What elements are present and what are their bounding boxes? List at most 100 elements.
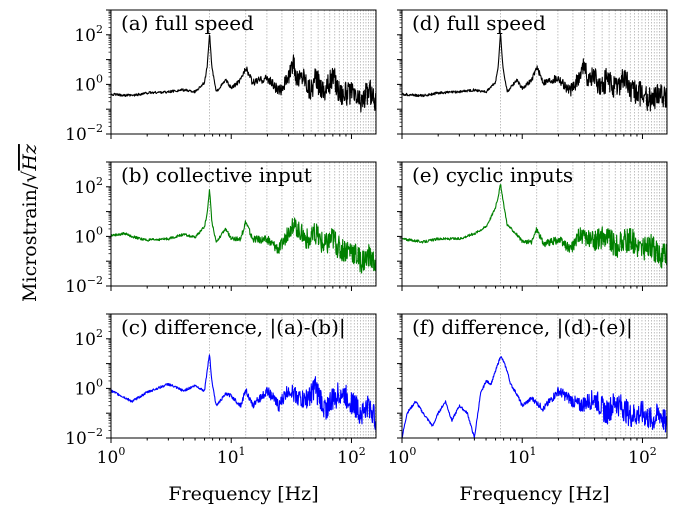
data-point <box>569 91 570 92</box>
data-point <box>216 91 217 92</box>
data-point <box>360 413 361 414</box>
data-point <box>516 393 517 394</box>
data-point <box>445 401 446 402</box>
axes-frame <box>401 161 668 287</box>
data-point <box>558 77 559 78</box>
data-point <box>168 91 169 92</box>
x-axis-label: Frequency [Hz] <box>168 483 318 505</box>
data-point <box>642 94 643 95</box>
x-tick-base: 10 <box>388 448 410 468</box>
data-point <box>225 393 226 394</box>
data-point <box>615 401 616 402</box>
data-point <box>324 89 325 90</box>
data-point <box>423 241 424 242</box>
data-point <box>543 408 544 409</box>
x-tick-exponent: 2 <box>650 445 657 458</box>
y-tick-label: 100 <box>74 72 103 95</box>
y-axis-label-radical: √ <box>19 170 41 183</box>
data-point <box>209 353 210 354</box>
data-point <box>531 241 532 242</box>
y-tick-exponent: −2 <box>87 274 103 287</box>
data-point <box>642 249 643 250</box>
data-point <box>207 213 208 214</box>
y-tick-exponent: 0 <box>96 376 103 389</box>
data-point <box>252 82 253 83</box>
data-point <box>360 101 361 102</box>
data-point <box>368 405 369 406</box>
data-point <box>651 420 652 421</box>
data-point <box>211 380 212 381</box>
data-point <box>659 89 660 90</box>
data-point <box>438 92 439 93</box>
data-point <box>183 89 184 90</box>
data-point <box>485 91 486 92</box>
data-point <box>495 82 496 83</box>
y-tick-base: 10 <box>65 277 87 297</box>
y-tick-label: 100 <box>74 376 103 399</box>
data-point <box>651 246 652 247</box>
x-tick-base: 10 <box>508 448 530 468</box>
data-point <box>543 243 544 244</box>
data-point <box>339 392 340 393</box>
data-point <box>606 235 607 236</box>
data-point <box>502 199 503 200</box>
y-tick-label: 10−2 <box>65 426 103 449</box>
data-point <box>522 405 523 406</box>
data-point <box>415 401 416 402</box>
data-point <box>135 237 136 238</box>
data-point <box>474 233 475 234</box>
panel-label: (e) cyclic inputs <box>412 163 573 187</box>
y-tick-base: 10 <box>74 178 96 198</box>
axes-frame <box>110 161 377 287</box>
data-point <box>536 66 537 67</box>
data-point <box>423 413 424 414</box>
data-point <box>240 238 241 239</box>
data-point <box>623 76 624 77</box>
data-point <box>569 249 570 250</box>
x-tick-exponent: 1 <box>530 445 537 458</box>
data-point <box>600 89 601 90</box>
y-tick-label: 102 <box>74 23 103 46</box>
data-point <box>451 420 452 421</box>
x-tick-base: 10 <box>217 448 239 468</box>
data-point <box>490 383 491 384</box>
data-point <box>659 256 660 257</box>
data-point <box>309 241 310 242</box>
data-point <box>406 413 407 414</box>
data-point <box>315 388 316 389</box>
x-tick-exponent: 2 <box>359 445 366 458</box>
data-point <box>587 79 588 80</box>
data-point <box>231 395 232 396</box>
data-point <box>183 234 184 235</box>
x-tick-label: 101 <box>217 445 246 468</box>
y-tick-base: 10 <box>74 26 96 46</box>
data-point <box>231 88 232 89</box>
y-tick-base: 10 <box>74 330 96 350</box>
data-point <box>516 234 517 235</box>
series-line <box>401 32 668 112</box>
data-point <box>240 405 241 406</box>
y-tick-exponent: −2 <box>87 122 103 135</box>
y-tick-base: 10 <box>65 429 87 449</box>
y-axis-label-radicand: Hz <box>19 143 41 172</box>
data-point <box>522 241 523 242</box>
series-line <box>401 184 668 269</box>
x-tick-exponent: 0 <box>409 445 416 458</box>
data-point <box>502 66 503 67</box>
x-tick-label: 100 <box>97 445 126 468</box>
data-point <box>438 238 439 239</box>
data-point <box>211 66 212 67</box>
data-point <box>339 249 340 250</box>
y-tick-base: 10 <box>74 379 96 399</box>
y-tick-label: 10−2 <box>65 122 103 145</box>
data-point <box>459 91 460 92</box>
data-point <box>194 91 195 92</box>
data-point <box>245 389 246 390</box>
data-point <box>498 196 499 197</box>
data-point <box>615 89 616 90</box>
x-tick-base: 10 <box>628 448 650 468</box>
data-point <box>124 233 125 234</box>
series-line <box>401 356 668 439</box>
